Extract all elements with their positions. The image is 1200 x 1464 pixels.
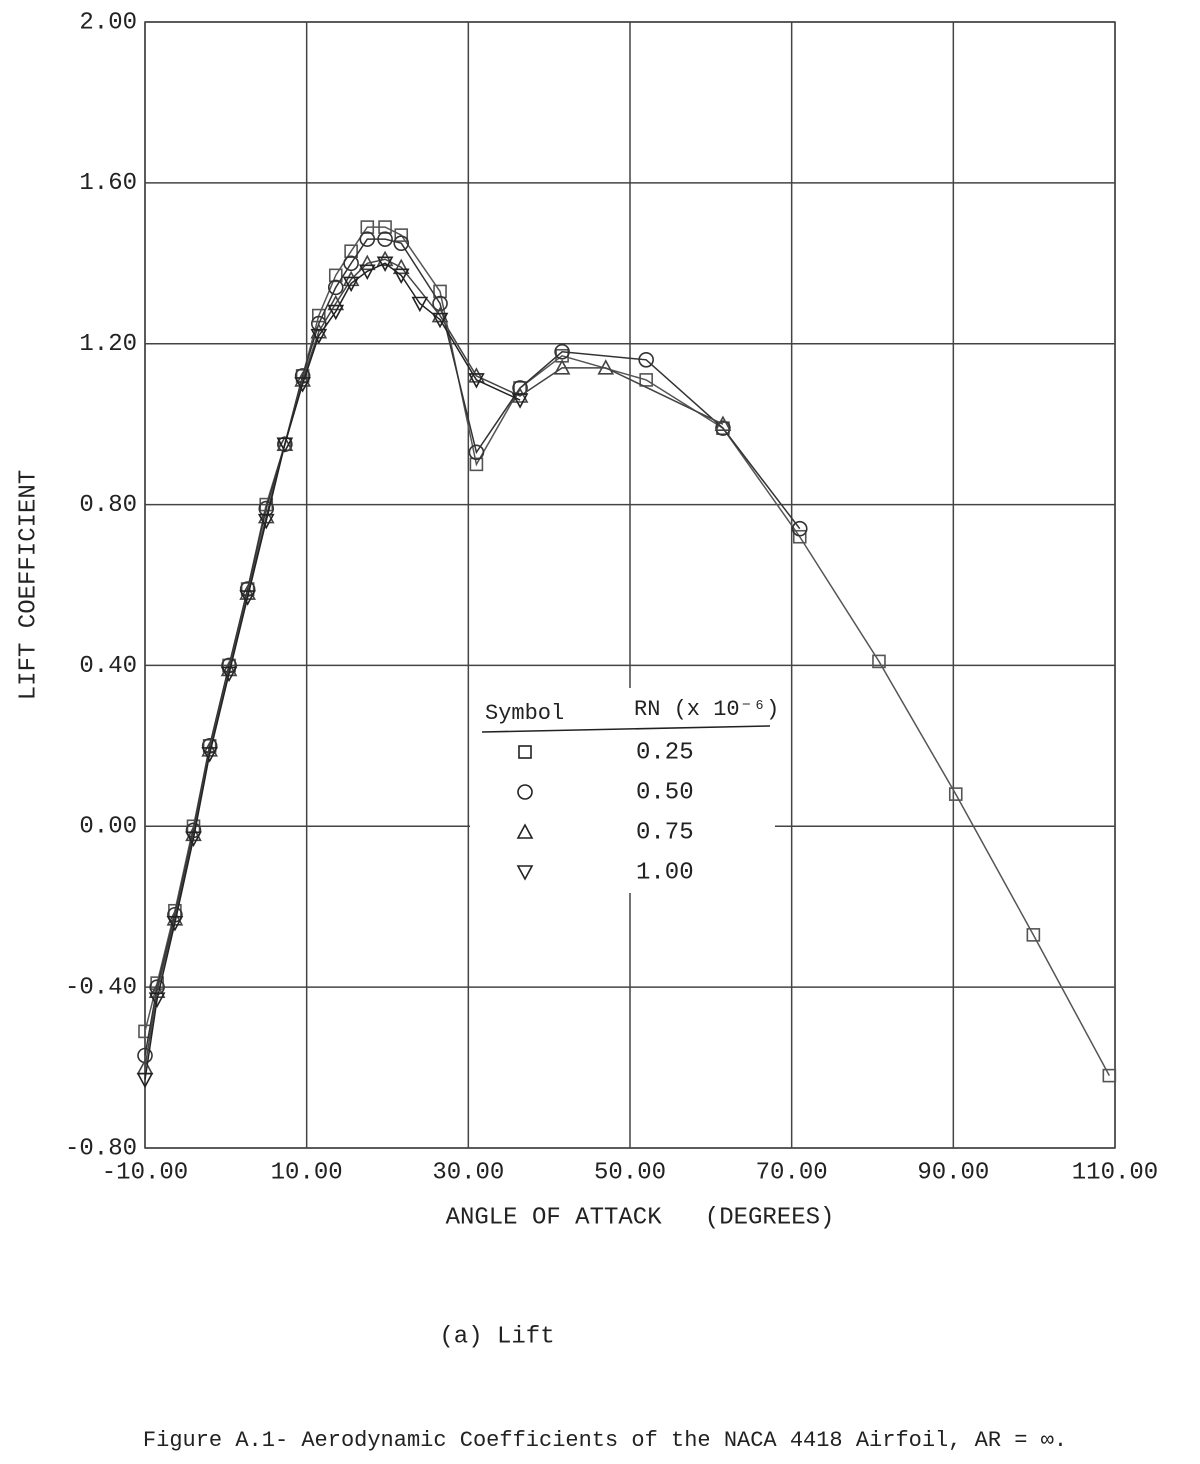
- data-point: [432, 295, 448, 312]
- x-tick-label: 10.00: [271, 1159, 343, 1186]
- y-tick-label: 0.40: [79, 653, 137, 680]
- data-point: [714, 415, 732, 431]
- data-point: [468, 373, 485, 389]
- data-point: [394, 228, 409, 242]
- x-axis-label: ANGLE OF ATTACK (DEGREES): [446, 1204, 835, 1231]
- data-point: [376, 250, 394, 267]
- data-point: [411, 296, 429, 313]
- legend-symbol: [516, 865, 534, 881]
- data-point: [392, 258, 410, 275]
- data-point: [378, 220, 392, 234]
- x-tick-label: 30.00: [432, 1159, 504, 1186]
- data-point: [392, 268, 410, 285]
- legend-symbol: [517, 784, 533, 800]
- data-point: [148, 992, 166, 1008]
- x-tick-label: 50.00: [594, 1159, 666, 1186]
- data-point: [327, 304, 345, 321]
- legend-label: 1.00: [636, 859, 694, 886]
- data-point: [257, 513, 275, 530]
- legend-box: [470, 688, 775, 893]
- data-point: [792, 529, 807, 544]
- data-point: [715, 420, 731, 436]
- data-point: [344, 244, 358, 259]
- data-point: [393, 235, 410, 251]
- data-point: [310, 328, 328, 345]
- y-axis-label: LIFT COEFFICIENT: [15, 470, 42, 700]
- legend-title: RN (x 10⁻⁶): [634, 697, 779, 722]
- data-point: [512, 380, 528, 396]
- data-point: [311, 308, 326, 323]
- data-point: [185, 831, 202, 848]
- data-point: [327, 279, 344, 296]
- y-tick-label: 0.80: [79, 492, 137, 519]
- data-point: [358, 264, 376, 281]
- data-point: [377, 231, 393, 247]
- data-point: [239, 590, 256, 606]
- data-point: [294, 377, 311, 393]
- data-point: [553, 359, 571, 375]
- caption: Figure A.1- Aerodynamic Coefficients of …: [143, 1428, 1067, 1453]
- data-point: [511, 393, 529, 409]
- legend-label: 0.25: [636, 739, 694, 766]
- data-point: [1026, 928, 1041, 942]
- legend-label: 0.75: [636, 819, 694, 846]
- data-point: [220, 666, 238, 683]
- y-tick-label: -0.80: [65, 1135, 137, 1162]
- data-point: [639, 373, 653, 387]
- data-point: [431, 306, 449, 323]
- data-point: [358, 254, 376, 271]
- data-point: [872, 654, 886, 669]
- data-point: [343, 255, 359, 272]
- series-line: [144, 238, 801, 1056]
- series-line: [144, 258, 724, 1068]
- data-point: [359, 231, 376, 247]
- y-tick-label: 0.00: [79, 814, 137, 841]
- data-point: [469, 457, 484, 472]
- data-point: [360, 220, 375, 234]
- y-tick-label: 1.60: [79, 170, 137, 197]
- legend-label: 0.50: [636, 779, 694, 806]
- chart-title: (a) Lift: [439, 1323, 554, 1350]
- x-tick-label: 90.00: [917, 1159, 989, 1186]
- data-point: [328, 268, 343, 283]
- legend-symbol: [518, 745, 532, 759]
- legend-rule: [481, 725, 771, 733]
- y-tick-label: 1.20: [79, 331, 137, 358]
- data-point: [468, 444, 485, 461]
- data-point: [554, 343, 570, 360]
- data-point: [948, 787, 963, 801]
- legend-title: Symbol: [485, 701, 564, 726]
- x-tick-label: -10.00: [102, 1159, 188, 1186]
- data-point: [342, 270, 360, 287]
- series-line: [144, 262, 521, 1080]
- data-point: [137, 1047, 153, 1064]
- data-point: [136, 1072, 154, 1089]
- data-point: [327, 294, 345, 311]
- data-point: [166, 915, 184, 932]
- data-point: [433, 284, 447, 299]
- data-point: [376, 256, 394, 272]
- data-point: [597, 359, 615, 375]
- data-point: [431, 312, 449, 329]
- x-tick-label: 110.00: [1072, 1159, 1158, 1186]
- data-point: [638, 351, 654, 368]
- data-point: [201, 747, 219, 763]
- data-point: [276, 437, 294, 453]
- data-point: [342, 276, 360, 293]
- x-tick-label: 70.00: [756, 1159, 828, 1186]
- legend-symbol: [516, 823, 534, 839]
- y-tick-label: -0.40: [65, 974, 137, 1001]
- data-point: [1102, 1068, 1117, 1083]
- y-tick-label: 2.00: [79, 9, 137, 36]
- data-point: [791, 520, 808, 537]
- data-point: [511, 387, 529, 403]
